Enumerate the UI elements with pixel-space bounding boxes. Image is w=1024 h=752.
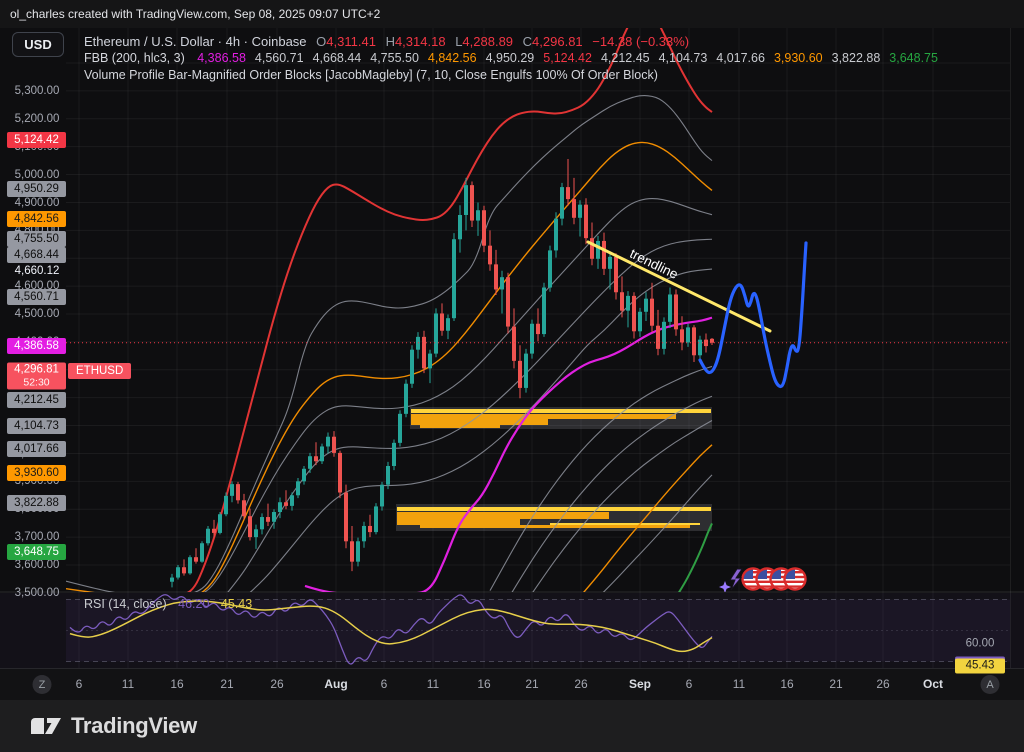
rsi-value: 46.20 (178, 597, 210, 611)
projection-drawing[interactable] (698, 241, 808, 389)
fbb-basis-magenta (304, 316, 713, 592)
fbb-orange-3930 (583, 444, 713, 592)
candles-layer (170, 158, 714, 588)
fbb-4755 (203, 198, 713, 592)
time-axis-button-a[interactable]: A (980, 675, 1000, 694)
time-tick: 6 (75, 677, 83, 691)
time-tick: 6 (685, 677, 693, 691)
fbb-orange-4842 (66, 141, 713, 592)
rsi-pane (66, 594, 1010, 665)
time-tick: 16 (170, 677, 184, 691)
flag-stickers[interactable] (719, 567, 807, 593)
fbb-bands (66, 28, 713, 592)
time-tick: 16 (780, 677, 794, 691)
time-tick: 26 (270, 677, 284, 691)
fbb-4560 (249, 268, 713, 592)
fbb-lower-green (678, 523, 713, 592)
fbb-4212 (489, 365, 713, 591)
time-tick: 26 (876, 677, 890, 691)
time-tick: 21 (525, 677, 539, 691)
attribution-bar: ol_charles created with TradingView.com,… (0, 0, 1024, 28)
rsi-ma-line (69, 600, 713, 653)
sparkle-icon (719, 581, 731, 592)
time-tick: 21 (220, 677, 234, 691)
gridlines (66, 28, 1010, 668)
price-scale-border (1010, 28, 1011, 668)
time-tick: Oct (922, 677, 944, 691)
fbb-4017 (532, 420, 713, 592)
rsi-line (69, 594, 713, 665)
time-tick: 11 (121, 677, 135, 691)
order-blocks[interactable] (396, 407, 712, 531)
time-tick: Aug (324, 677, 348, 691)
time-tick: Sep (628, 677, 652, 691)
rsi-ma-value: 45.43 (220, 597, 253, 611)
time-tick: 26 (574, 677, 588, 691)
fbb-3822 (602, 474, 713, 592)
currency-toggle-button[interactable]: USD (12, 32, 64, 57)
tradingview-logo-icon[interactable] (30, 715, 62, 737)
main-chart-canvas[interactable]: trendline (0, 28, 1024, 668)
rsi-legend: RSI (14, close) 46.20 45.43 (84, 597, 252, 611)
footer-bar: TradingView (0, 700, 1024, 752)
fbb-4668 (227, 238, 713, 592)
fbb-4950 (66, 95, 713, 592)
time-axis[interactable]: Z 6 11 16 21 26 Aug 6 11 16 21 26 Sep 6 11 16 21 26 Oct A (0, 668, 1024, 701)
time-axis-button-z[interactable]: Z (32, 675, 52, 694)
time-tick: 11 (426, 677, 440, 691)
time-tick: 16 (477, 677, 491, 691)
attribution-text: ol_charles created with TradingView.com,… (10, 7, 381, 21)
time-tick: 11 (732, 677, 746, 691)
time-tick: 21 (829, 677, 843, 691)
time-tick: 6 (380, 677, 388, 691)
tradingview-brand-text[interactable]: TradingView (71, 713, 197, 738)
fbb-upper-red (186, 28, 713, 592)
rsi-indicator-title[interactable]: RSI (14, close) (84, 597, 167, 611)
fbb-4104 (511, 395, 713, 592)
main-pane: trendline (66, 28, 1010, 593)
lightning-bolt-icon (729, 568, 743, 591)
us-flag-icon (783, 567, 807, 591)
